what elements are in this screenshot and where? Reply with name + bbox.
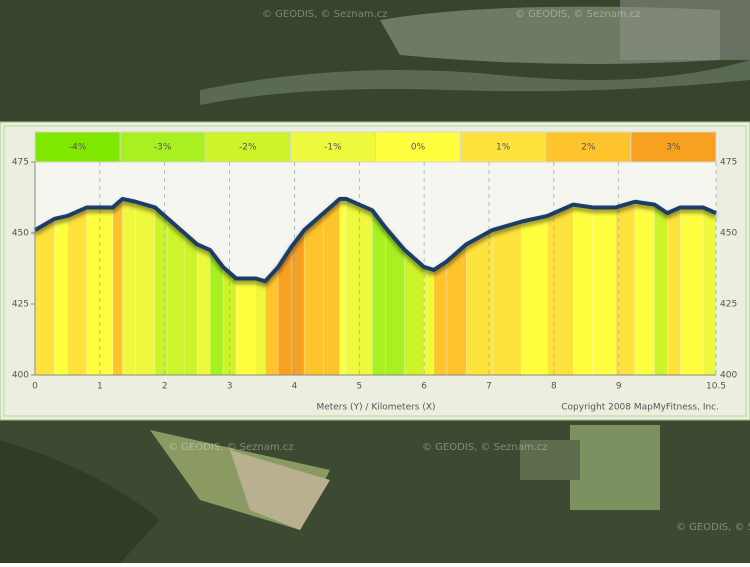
grade-legend-box	[119, 131, 206, 163]
grade-segment	[154, 206, 169, 376]
grade-segment	[209, 249, 224, 376]
grade-legend-box	[630, 131, 717, 163]
x-tick-label: 0	[32, 382, 38, 392]
x-tick-label: 10.5	[706, 382, 726, 392]
grade-segment	[303, 212, 324, 376]
x-tick-label: 2	[162, 382, 168, 392]
grade-legend-label: 2%	[581, 143, 596, 153]
grade-legend-box	[289, 131, 376, 163]
grade-segment	[371, 209, 386, 376]
grade-segment	[167, 218, 185, 376]
grade-segment	[667, 206, 681, 376]
grade-segment	[67, 206, 88, 376]
grade-segment	[290, 229, 305, 376]
grade-legend-label: -2%	[239, 143, 257, 153]
grade-segment	[465, 229, 493, 376]
grade-segment	[446, 243, 467, 376]
grade-segment	[122, 198, 136, 376]
grade-segment	[196, 243, 211, 376]
x-tick-label: 9	[616, 382, 622, 392]
grade-segment	[34, 218, 55, 376]
grade-segment	[521, 215, 548, 376]
map-watermark: © GEODIS, © Seznam.cz	[422, 442, 548, 453]
map-watermark: © GEODIS, © Seznam.cz	[676, 522, 750, 533]
y-tick-label: 425	[12, 300, 29, 310]
grade-legend-label: -3%	[154, 143, 172, 153]
map-watermark: © GEODIS, © Seznam.cz	[168, 442, 294, 453]
y-tick-label-right: 400	[720, 371, 737, 381]
grade-legend-box	[375, 131, 462, 163]
grade-segment	[264, 266, 279, 376]
x-tick-label: 3	[227, 382, 233, 392]
elevation-line	[33, 196, 717, 284]
grade-segment	[86, 207, 101, 376]
grade-legend-label: -1%	[324, 143, 342, 153]
grade-segment	[547, 204, 574, 376]
x-tick-label: 4	[292, 382, 298, 392]
grade-legend-label: 0%	[411, 143, 426, 153]
grade-segment	[255, 278, 266, 376]
map-watermark: © GEODIS, © Seznam.cz	[262, 9, 388, 20]
grade-segment	[491, 221, 522, 376]
grade-segment	[702, 206, 717, 376]
grade-segment	[339, 198, 347, 376]
grade-legend-box	[34, 131, 121, 163]
grade-segment	[235, 278, 256, 376]
y-tick-label-right: 450	[720, 229, 737, 239]
grade-segment	[323, 198, 341, 376]
x-tick-label: 8	[551, 382, 557, 392]
x-tick-label: 1	[97, 382, 103, 392]
grade-legend-box	[460, 131, 547, 163]
grade-legend-label: 3%	[666, 143, 681, 153]
grade-legend-box	[204, 131, 291, 163]
grade-segment	[99, 207, 114, 376]
panel-inner-frame	[3, 125, 747, 417]
grade-segment	[183, 232, 198, 376]
grade-segment	[634, 201, 655, 376]
y-tick-label: 450	[12, 229, 29, 239]
axis-label: Meters (Y) / Kilometers (X)	[316, 403, 435, 413]
grade-segment	[592, 207, 616, 376]
grade-legend-box	[545, 131, 632, 163]
y-tick-label-right: 475	[720, 158, 737, 168]
grade-segment	[423, 266, 435, 376]
grade-legend-label: -4%	[69, 143, 87, 153]
grade-segment	[112, 198, 123, 376]
y-tick-label: 475	[12, 158, 29, 168]
grade-segment	[433, 260, 448, 376]
map-watermark: © GEODIS, © Seznam.cz	[515, 9, 641, 20]
grade-segment	[680, 207, 704, 376]
y-tick-label-right: 425	[720, 300, 737, 310]
grade-legend-label: 1%	[496, 143, 511, 153]
grade-segment	[654, 204, 668, 376]
grade-segment	[54, 215, 68, 376]
x-tick-label: 5	[356, 382, 362, 392]
y-tick-label: 400	[12, 371, 29, 381]
grade-segment	[573, 204, 594, 376]
copyright: Copyright 2008 MapMyFitness, Inc.	[561, 403, 719, 413]
x-tick-label: 6	[421, 382, 427, 392]
grade-segment	[135, 201, 156, 376]
grade-segment	[404, 249, 425, 376]
x-tick-label: 7	[486, 382, 492, 392]
